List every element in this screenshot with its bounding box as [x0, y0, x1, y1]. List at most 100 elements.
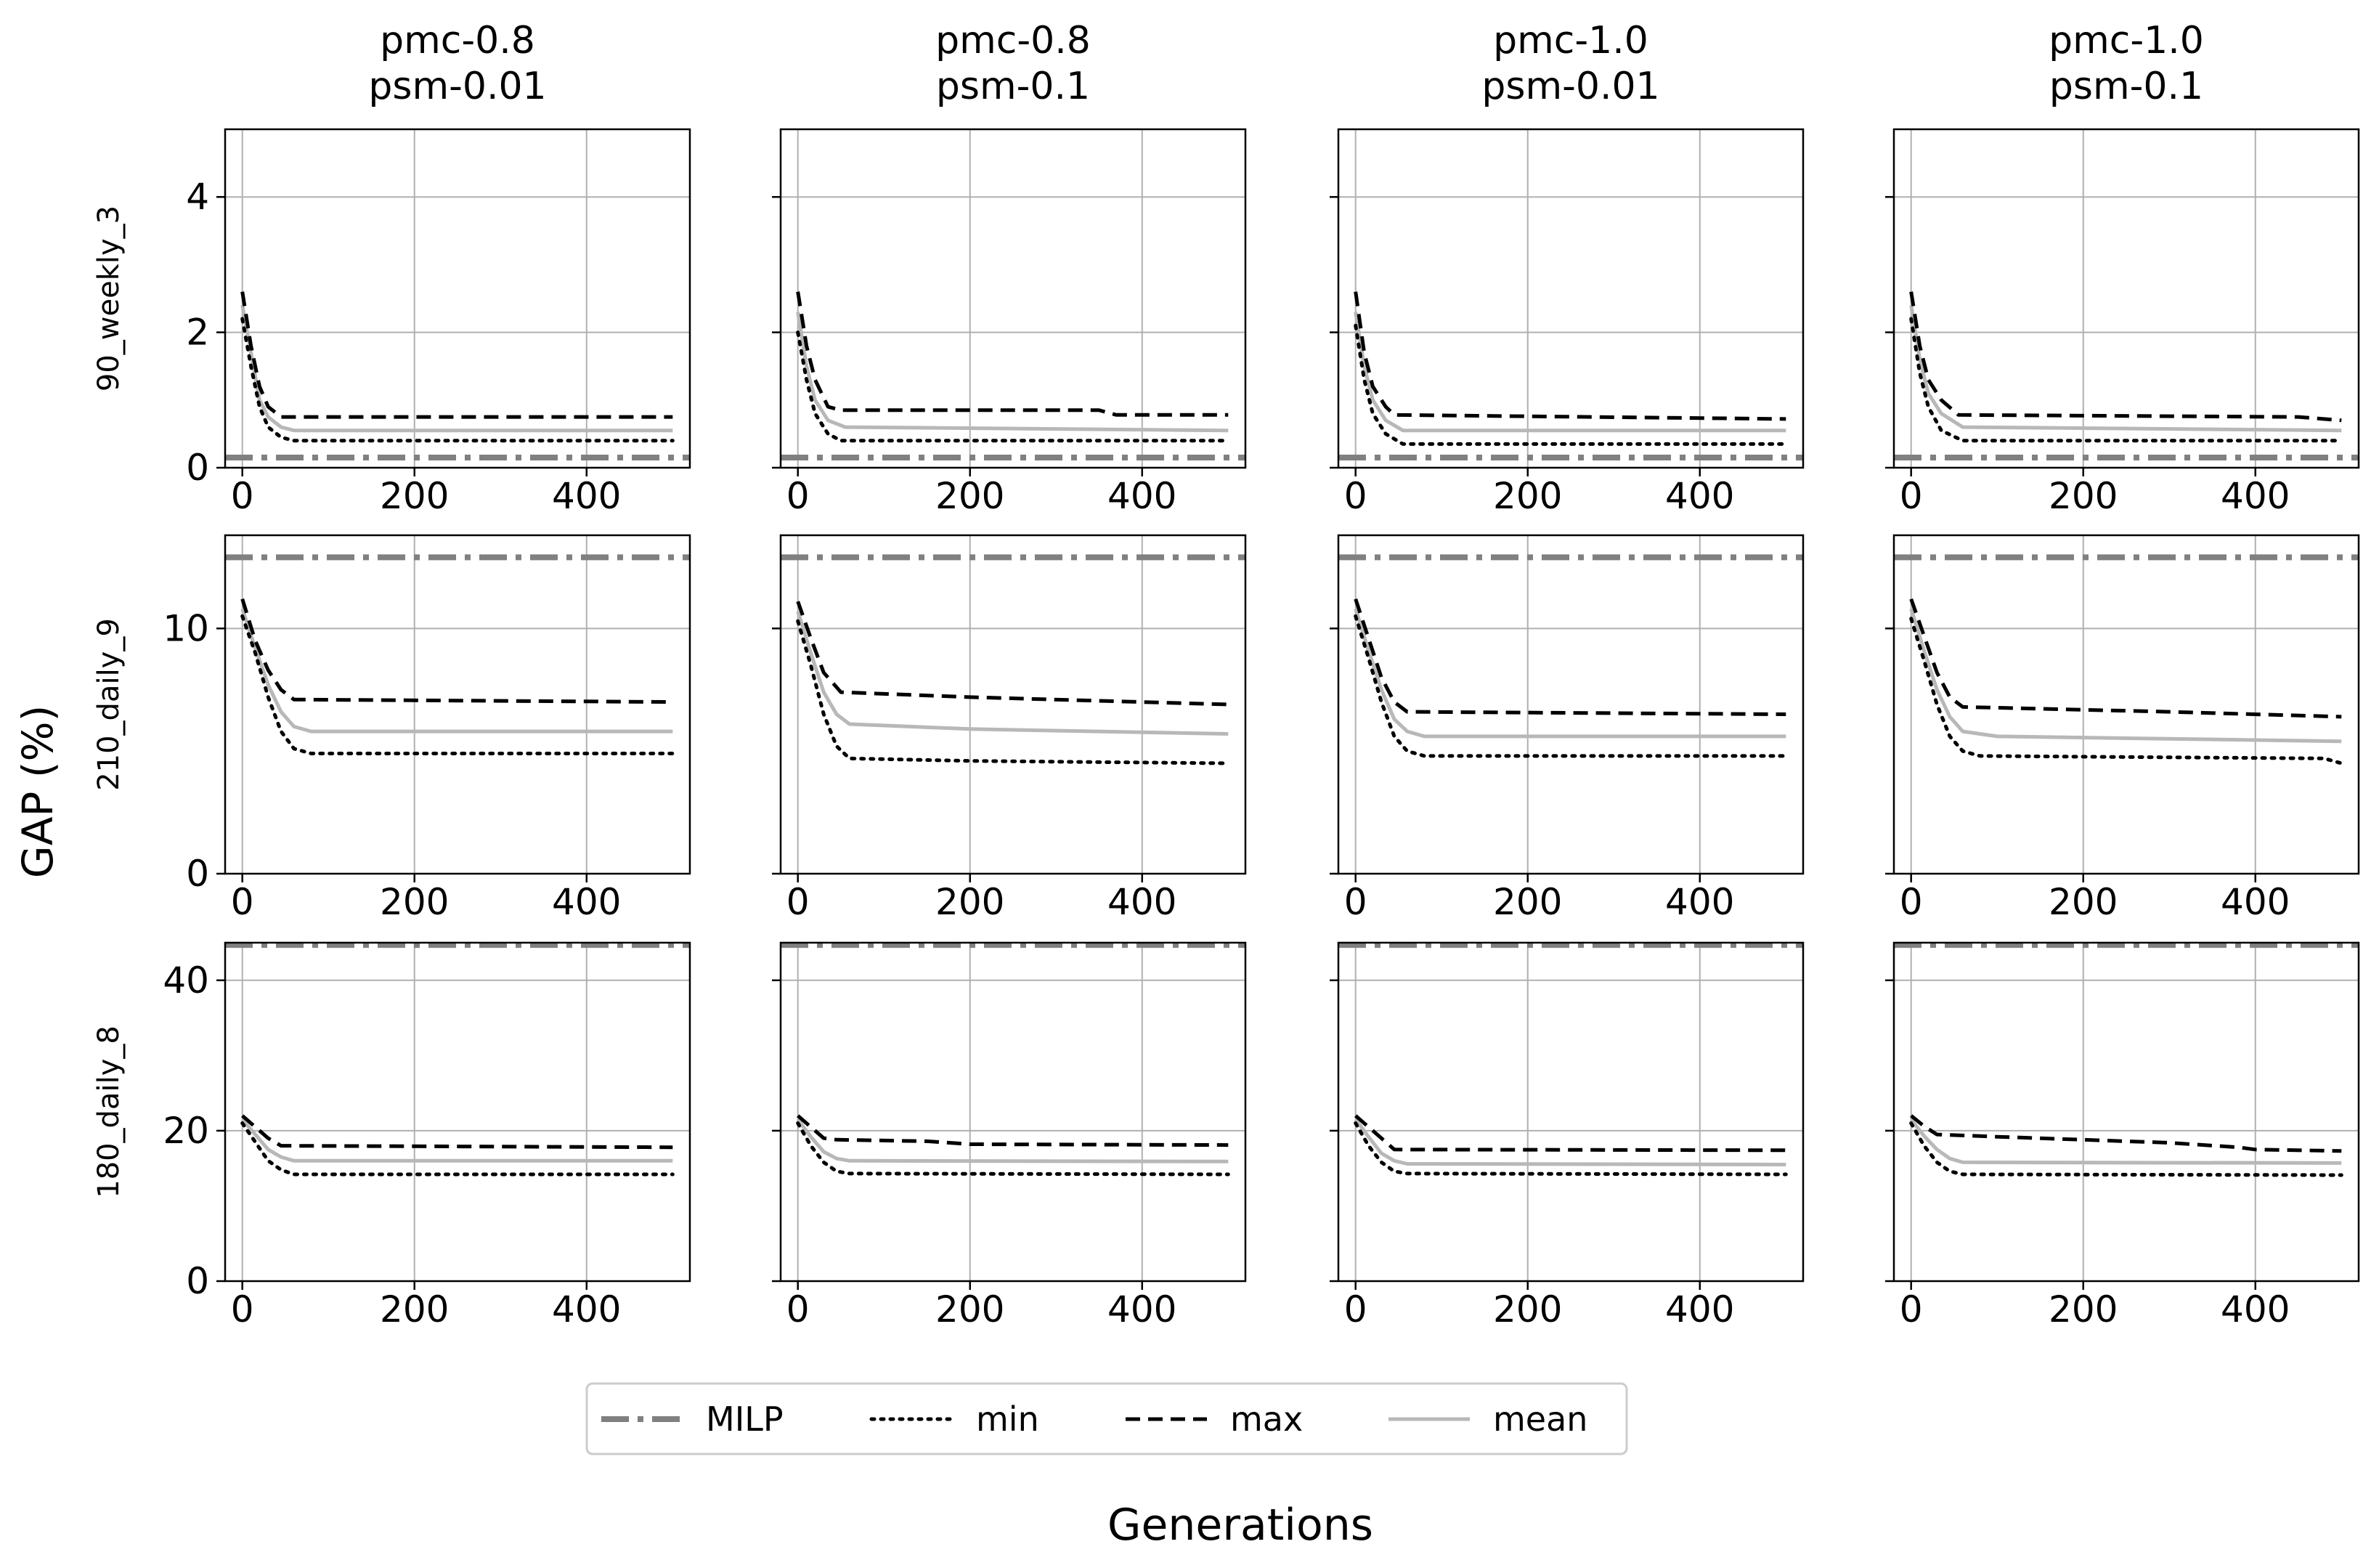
min-series-line: [1354, 323, 1788, 446]
row-label: 90_weekly_3: [92, 206, 126, 391]
min-series-line: [1909, 1121, 2343, 1177]
mean-series-line: [1354, 608, 1786, 739]
column-title-line1: pmc-0.8: [935, 19, 1091, 62]
legend-frame: [585, 1382, 1628, 1455]
panel-frame: [779, 941, 1247, 1283]
min-series-line: [240, 1121, 675, 1177]
legend-label-milp: MILP: [706, 1400, 784, 1439]
max-series-line: [1354, 1114, 1786, 1153]
panel: 0 200 400 0 2 4: [186, 128, 691, 517]
min-series-line: [796, 619, 1230, 765]
mean-series-line: [1909, 608, 2342, 744]
x-tick-label: 0: [1900, 475, 1923, 517]
series-group: [225, 554, 690, 755]
panel: 0 200 400: [1885, 128, 2360, 517]
x-tick-label: 0: [231, 881, 254, 923]
panel-frame: [1337, 534, 1805, 875]
max-series-line: [1909, 291, 2342, 423]
x-tick-label: 200: [2049, 881, 2118, 923]
x-tick-label: 0: [231, 475, 254, 517]
x-tick-label: 400: [1107, 1288, 1176, 1331]
min-series-line: [240, 614, 675, 755]
panel: 0 200 400: [1330, 534, 1805, 923]
min-series-line: [240, 317, 675, 443]
x-tick-label: 400: [1107, 475, 1176, 517]
x-tick-label: 200: [380, 881, 449, 923]
min-series-line: [1909, 317, 2343, 443]
x-tick-label: 0: [231, 1288, 254, 1331]
x-tick-label: 400: [2221, 1288, 2290, 1331]
column-title-line1: pmc-1.0: [1493, 19, 1648, 62]
series-group: [225, 291, 690, 461]
mean-series-line: [240, 1118, 673, 1163]
panel-frame: [1337, 941, 1805, 1283]
series-group: [781, 554, 1245, 765]
x-tick-label: 0: [786, 475, 810, 517]
panel-frame: [224, 534, 691, 875]
row-label: 210_daily_9: [92, 618, 126, 791]
max-series-line: [797, 1114, 1229, 1147]
max-series-line: [796, 291, 1229, 417]
panel: 0 200 400: [1885, 534, 2360, 923]
x-tick-label: 400: [1665, 475, 1734, 517]
column-title-line1: pmc-1.0: [2049, 19, 2204, 62]
panel-frame: [1892, 128, 2360, 469]
min-series-line: [1909, 617, 2343, 765]
mean-series-line: [1354, 312, 1786, 433]
max-series-line: [240, 598, 673, 704]
legend-label-min: min: [976, 1400, 1039, 1439]
x-tick-label: 0: [1900, 881, 1923, 923]
max-series-line: [1354, 291, 1786, 421]
mean-series-line: [796, 1118, 1229, 1163]
max-series-line: [1354, 598, 1786, 716]
panel-frame: [224, 128, 691, 469]
x-tick-label: 400: [552, 1288, 621, 1331]
x-tick-label: 400: [552, 881, 621, 923]
mean-series-line: [240, 304, 673, 433]
y-tick-label: 0: [186, 1260, 209, 1302]
x-tick-label: 0: [786, 1288, 810, 1331]
min-series-line: [1354, 1121, 1788, 1177]
panel-frame: [1337, 128, 1805, 469]
column-title-line2: psm-0.01: [368, 65, 546, 108]
y-tick-label: 4: [186, 176, 209, 218]
panel-grid: pmc-0.8psm-0.01pmc-0.8psm-0.1pmc-1.0psm-…: [92, 19, 2360, 1331]
mean-series-line: [1909, 304, 2342, 433]
series-group: [781, 291, 1245, 461]
min-series-line: [796, 1121, 1230, 1177]
max-series-line: [796, 601, 1229, 707]
x-tick-label: 400: [1665, 1288, 1734, 1331]
y-axis-label: GAP (%): [13, 705, 62, 878]
mean-series-line: [796, 610, 1229, 736]
x-tick-label: 200: [935, 475, 1004, 517]
column-title-line2: psm-0.1: [936, 65, 1090, 108]
panel-frame: [779, 534, 1247, 875]
panel: 0 200 400: [1330, 128, 1805, 517]
legend-label-max: max: [1230, 1400, 1303, 1439]
x-tick-label: 0: [1344, 1288, 1367, 1331]
y-tick-label: 10: [163, 607, 209, 649]
panel: 0 200 400: [1330, 941, 1805, 1331]
max-series-line: [241, 1114, 673, 1150]
x-tick-label: 400: [2221, 881, 2290, 923]
y-tick-label: 0: [186, 447, 209, 489]
series-group: [1338, 943, 1803, 1177]
min-series-line: [1354, 614, 1788, 758]
x-tick-label: 200: [380, 1288, 449, 1331]
panel-frame: [1892, 534, 2360, 875]
x-tick-label: 0: [1344, 475, 1367, 517]
max-series-line: [1909, 598, 2342, 719]
x-tick-label: 400: [2221, 475, 2290, 517]
y-tick-label: 0: [186, 853, 209, 895]
mean-series-line: [1909, 1118, 2342, 1165]
legend-label-mean: mean: [1493, 1400, 1587, 1439]
series-group: [225, 943, 690, 1177]
series-group: [781, 943, 1245, 1177]
x-tick-label: 0: [1344, 881, 1367, 923]
mean-series-line: [240, 608, 673, 734]
series-group: [1338, 291, 1803, 461]
panel: 0 200 400: [1885, 941, 2360, 1331]
x-tick-label: 0: [786, 881, 810, 923]
column-title-line2: psm-0.01: [1481, 65, 1659, 108]
